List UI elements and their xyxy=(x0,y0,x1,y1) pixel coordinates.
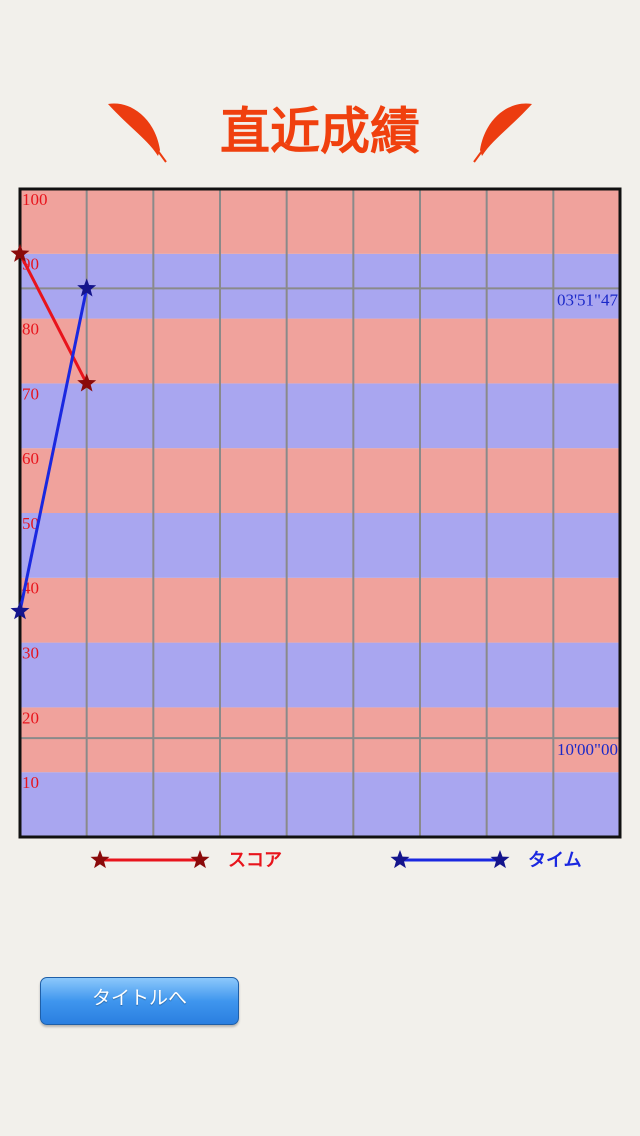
y2-tick-label: 10'00"00 xyxy=(557,740,618,759)
y2-tick-label: 03'51"47 xyxy=(557,290,619,309)
legend-star xyxy=(390,850,410,869)
y-tick-label: 80 xyxy=(22,320,39,339)
y-tick-label: 10 xyxy=(22,773,39,792)
point-marker xyxy=(77,278,97,297)
title-button[interactable]: タイトルへ xyxy=(40,977,239,1025)
point-marker xyxy=(77,373,97,392)
legend-star xyxy=(90,850,110,869)
chart: 直近成績 10203040506070809010003'51"4710'00"… xyxy=(10,103,622,871)
band xyxy=(20,383,620,449)
band xyxy=(20,577,620,643)
band xyxy=(20,513,620,578)
plot-frame xyxy=(18,187,622,839)
band xyxy=(20,642,620,708)
band xyxy=(20,707,620,773)
band xyxy=(20,189,620,254)
y-tick-label: 70 xyxy=(22,384,39,403)
y-tick-label: 50 xyxy=(22,514,39,533)
feather-right xyxy=(473,103,532,163)
feather-left xyxy=(108,103,167,163)
series-line xyxy=(18,253,89,385)
series-line xyxy=(18,288,89,612)
y-tick-label: 60 xyxy=(22,449,39,468)
point-marker xyxy=(10,601,30,620)
chart-title: 直近成績 xyxy=(220,103,420,161)
band xyxy=(20,772,620,837)
band xyxy=(20,253,620,319)
y-tick-label: 30 xyxy=(22,644,39,663)
band xyxy=(20,448,620,513)
y-tick-label: 20 xyxy=(22,708,39,727)
legend-label: タイム xyxy=(528,850,582,871)
legend-star xyxy=(490,850,510,869)
legend-star xyxy=(190,850,210,869)
legend-label: スコア xyxy=(228,850,282,871)
band xyxy=(20,318,620,384)
y-tick-label: 100 xyxy=(22,190,48,209)
point-marker xyxy=(10,243,30,262)
